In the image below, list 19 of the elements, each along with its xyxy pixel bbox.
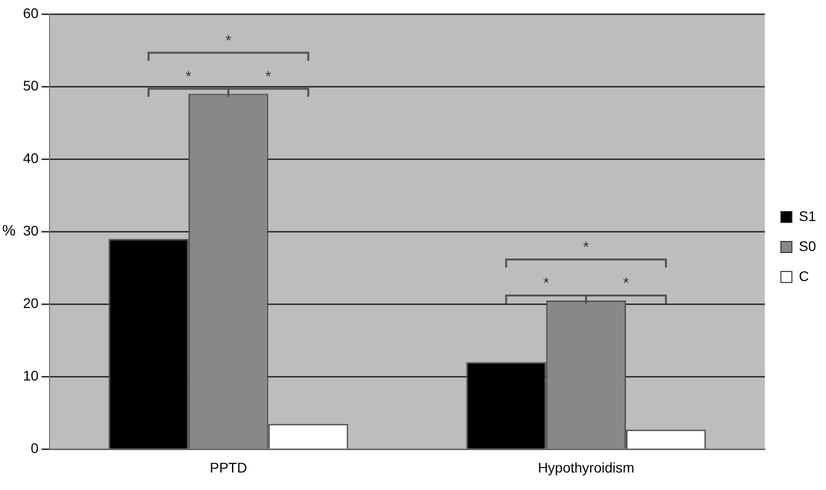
legend-label: C: [798, 268, 809, 284]
annotation: *: [186, 68, 192, 86]
y-tick-label: 40: [22, 150, 39, 166]
x-tick-label: Hypothyroidism: [538, 459, 634, 476]
legend-label: S0: [798, 238, 816, 254]
annotation: *: [265, 68, 272, 86]
annotation: *: [543, 275, 550, 292]
y-tick-label: 10: [22, 368, 39, 384]
y-tick-label: 0: [30, 440, 39, 456]
y-tick-label: 30: [22, 222, 39, 238]
y-tick-label: 50: [22, 77, 39, 94]
y-tick-label: 60: [22, 4, 39, 21]
x-tick-label: PPTD: [210, 459, 248, 476]
annotation: *: [623, 275, 630, 292]
y-axis-title: %: [2, 222, 16, 240]
y-tick-label: 20: [22, 294, 39, 311]
annotation: *: [583, 239, 590, 256]
annotation: *: [225, 32, 232, 50]
legend-label: S1: [798, 208, 816, 224]
